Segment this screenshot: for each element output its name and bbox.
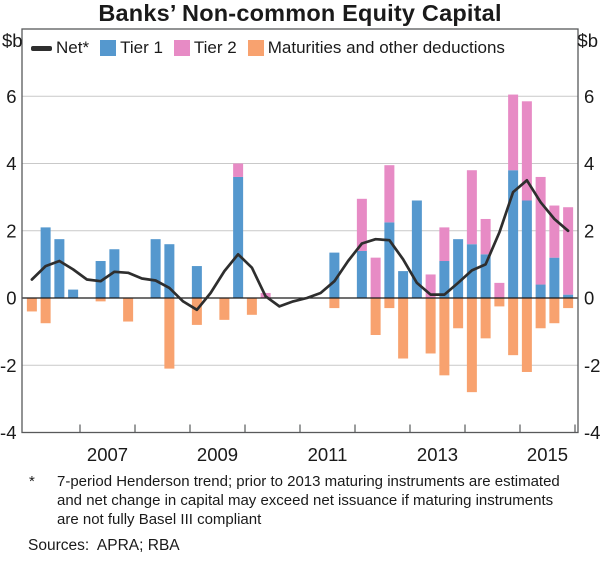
bar-tier1	[356, 250, 367, 298]
bar-tier1	[54, 239, 65, 298]
bar-deductions	[384, 298, 395, 309]
bar-tier1	[329, 252, 340, 298]
page-title: Banks’ Non-common Equity Capital	[98, 0, 502, 26]
bar-tier1	[233, 176, 244, 298]
bar-deductions	[123, 298, 134, 322]
bar-deductions	[191, 298, 202, 325]
bar-deductions	[329, 298, 340, 309]
bar-deductions	[535, 298, 546, 329]
y-tick-label-left: 2	[6, 220, 16, 241]
x-tick-label: 2009	[197, 444, 238, 465]
footnote: * 7-period Henderson trend; prior to 201…	[29, 472, 578, 529]
footnote-text: 7-period Henderson trend; prior to 2013 …	[57, 473, 560, 528]
bar-tier1	[480, 254, 491, 298]
bar-tier1	[191, 266, 202, 298]
bar-deductions	[453, 298, 464, 329]
bar-tier1	[411, 200, 422, 298]
y-tick-label-right: 6	[584, 86, 594, 107]
bar-deductions	[508, 298, 519, 356]
y-tick-label-left: -2	[0, 355, 16, 376]
x-tick-label: 2013	[417, 444, 458, 465]
bar-tier1	[549, 257, 560, 298]
legend-item-net: Net*	[31, 38, 89, 58]
bar-tier1	[150, 239, 161, 298]
x-tick-label: 2015	[527, 444, 568, 465]
bar-deductions	[425, 298, 436, 354]
bar-tier1	[164, 244, 175, 298]
bar-deductions	[480, 298, 491, 339]
bar-tier2	[535, 176, 546, 285]
y-tick-label-right: 0	[584, 288, 594, 309]
legend-label-tier1: Tier 1	[120, 38, 163, 57]
y-tick-label-right: -2	[584, 355, 600, 376]
bar-tier1	[453, 239, 464, 298]
legend-label-net: Net*	[56, 38, 90, 57]
bar-tier1	[535, 284, 546, 298]
bar-tier2	[356, 198, 367, 251]
y-tick-label-right: 2	[584, 220, 594, 241]
x-tick-label: 2011	[308, 444, 348, 465]
bar-deductions	[164, 298, 175, 369]
bar-tier2	[549, 205, 560, 258]
bar-tier1	[439, 261, 450, 298]
bar-tier1	[398, 271, 409, 298]
bar-tier2	[370, 257, 381, 298]
bar-deductions	[40, 298, 51, 324]
bar-tier2	[480, 218, 491, 255]
bar-tier1	[109, 249, 120, 298]
y-unit-right: $b	[577, 30, 598, 51]
tier2-swatch	[173, 40, 190, 56]
bar-deductions	[549, 298, 560, 324]
bar-tier1	[95, 261, 106, 298]
bar-tier2	[384, 165, 395, 223]
bar-tier1	[40, 227, 51, 298]
deductions-swatch	[247, 40, 264, 56]
bar-deductions	[439, 298, 450, 376]
bar-tier2	[521, 101, 532, 201]
bar-deductions	[494, 298, 505, 307]
bar-tier2	[233, 163, 244, 177]
footnote-marker: *	[29, 473, 35, 490]
legend-item-tier2: Tier 2	[173, 38, 237, 58]
bar-tier1	[508, 170, 519, 298]
bar-tier2	[494, 282, 505, 298]
bar-tier2	[466, 170, 477, 245]
legend-item-tier1: Tier 1	[100, 38, 163, 58]
bar-tier2	[439, 227, 450, 262]
bar-tier1	[521, 200, 532, 298]
x-tick-label: 2007	[87, 444, 128, 465]
net-line-swatch	[31, 45, 52, 51]
bar-tier1	[68, 289, 79, 298]
bar-deductions	[95, 298, 106, 302]
chart-canvas: 2007 2009 2011 2013 2015 -4 -4 -2 -2 0 0 2 2 4 4 6 6 $b $b	[0, 28, 600, 465]
y-tick-label-left: 6	[6, 86, 16, 107]
y-tick-label-right: 4	[584, 153, 594, 174]
y-tick-label-left: 0	[6, 288, 16, 309]
bar-deductions	[563, 298, 574, 309]
legend-item-deductions: Maturities and other deductions	[247, 38, 505, 58]
bar-deductions	[466, 298, 477, 393]
bar-deductions	[26, 298, 37, 312]
bar-tier2	[563, 207, 574, 295]
tier1-swatch	[100, 40, 117, 56]
bar-deductions	[521, 298, 532, 372]
y-tick-label-right: -4	[584, 422, 600, 443]
bar-deductions	[398, 298, 409, 359]
bar-deductions	[219, 298, 230, 320]
legend-label-deductions: Maturities and other deductions	[267, 38, 505, 57]
chart-legend: Net* Tier 1 Tier 2 Maturities and other …	[31, 38, 505, 58]
y-tick-label-left: 4	[6, 153, 16, 174]
bar-tier1	[384, 222, 395, 298]
bar-tier2	[508, 94, 519, 171]
y-unit-left: $b	[2, 30, 23, 51]
legend-label-tier2: Tier 2	[193, 38, 237, 57]
bar-deductions	[246, 298, 257, 315]
y-tick-label-left: -4	[0, 422, 16, 443]
bar-tier2	[425, 274, 436, 298]
bar-deductions	[370, 298, 381, 335]
sources-line: Sources: APRA; RBA	[28, 537, 180, 554]
bar-tier1	[563, 294, 574, 298]
net-line	[30, 178, 570, 312]
